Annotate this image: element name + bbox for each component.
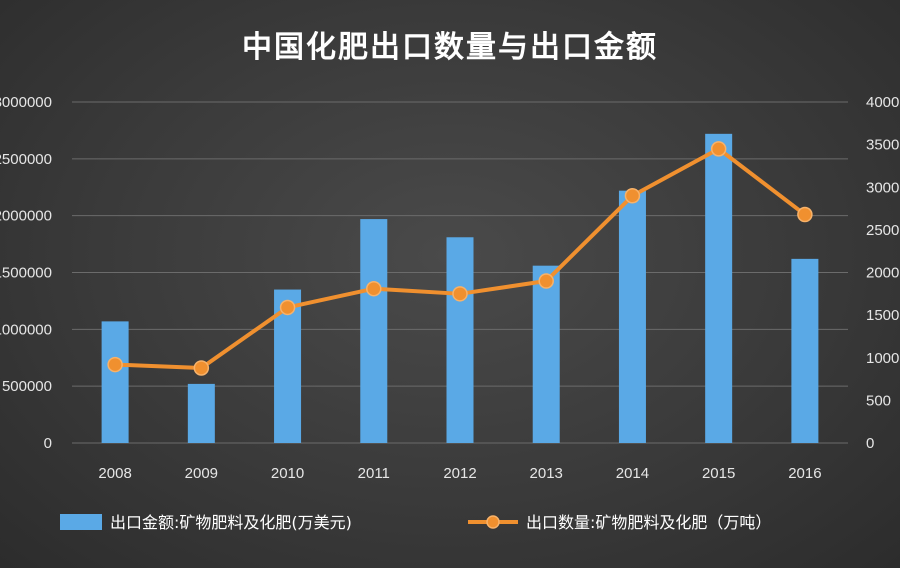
- line-point-2008: [107, 356, 123, 373]
- left-axis-ticks: 0 500000 1000000 1500000 2000000 2500000 30000…: [0, 94, 52, 452]
- x-tick-label: 2010: [271, 465, 304, 482]
- left-tick-label: 2500000: [0, 151, 52, 168]
- line-point-2012: [452, 286, 468, 302]
- x-tick-label: 2014: [616, 465, 649, 482]
- left-tick-label: 1000000: [0, 321, 52, 338]
- bar-2012: [446, 237, 474, 443]
- line-series: [107, 141, 813, 376]
- line-point-2011: [366, 280, 382, 297]
- right-tick-label: 1000: [866, 350, 899, 367]
- right-tick-label: 1500: [866, 307, 899, 324]
- legend-label-line: 出口数量:矿物肥料及化肥（万吨）: [526, 513, 771, 532]
- x-tick-label: 2008: [98, 465, 131, 482]
- x-tick-label: 2013: [530, 465, 563, 482]
- right-tick-label: 500: [866, 392, 891, 409]
- left-tick-label: 500000: [2, 378, 52, 395]
- right-tick-label: 3000: [866, 179, 899, 196]
- legend-swatch-bar: [60, 514, 102, 530]
- bar-2009: [187, 383, 215, 443]
- bar-2011: [360, 219, 388, 443]
- right-tick-label: 2000: [866, 265, 899, 282]
- x-tick-label: 2009: [185, 465, 218, 482]
- bar-2015: [705, 133, 733, 443]
- right-tick-label: 2500: [866, 222, 899, 239]
- right-tick-label: 0: [866, 435, 874, 452]
- right-axis-ticks: 0 500 1000 1500 2000 2500 3000 3500 4000: [866, 94, 899, 452]
- line-point-2009: [193, 360, 210, 376]
- left-tick-label: 2000000: [0, 208, 52, 225]
- x-tick-label: 2016: [788, 465, 821, 482]
- left-tick-label: 3000000: [0, 94, 52, 111]
- left-tick-label: 0: [44, 435, 52, 452]
- bar-2013: [532, 265, 560, 443]
- legend-marker-line: [486, 515, 500, 529]
- bar-2016: [791, 258, 819, 443]
- chart-title: 中国化肥出口数量与出口金额: [242, 30, 658, 65]
- right-tick-label: 4000: [866, 94, 899, 111]
- right-tick-label: 3500: [866, 137, 899, 154]
- line-point-2010: [279, 299, 296, 316]
- bar-series: [101, 133, 819, 443]
- bar-2014: [618, 190, 646, 443]
- x-tick-label: 2015: [702, 465, 735, 482]
- line-point-2013: [538, 273, 554, 289]
- legend: 出口金额:矿物肥料及化肥(万美元) 出口数量:矿物肥料及化肥（万吨）: [60, 513, 771, 532]
- x-axis-ticks: 2008 2009 2010 2011 2012 2013 2014 2015 2016: [98, 465, 821, 482]
- line-point-2016: [797, 206, 813, 223]
- x-tick-label: 2011: [358, 465, 390, 482]
- bar-2008: [101, 321, 129, 443]
- x-tick-label: 2012: [443, 465, 476, 482]
- legend-label-bar: 出口金额:矿物肥料及化肥(万美元): [110, 513, 352, 532]
- left-tick-label: 1500000: [0, 265, 52, 282]
- line-point-2015: [710, 141, 727, 157]
- line-point-2014: [624, 188, 641, 204]
